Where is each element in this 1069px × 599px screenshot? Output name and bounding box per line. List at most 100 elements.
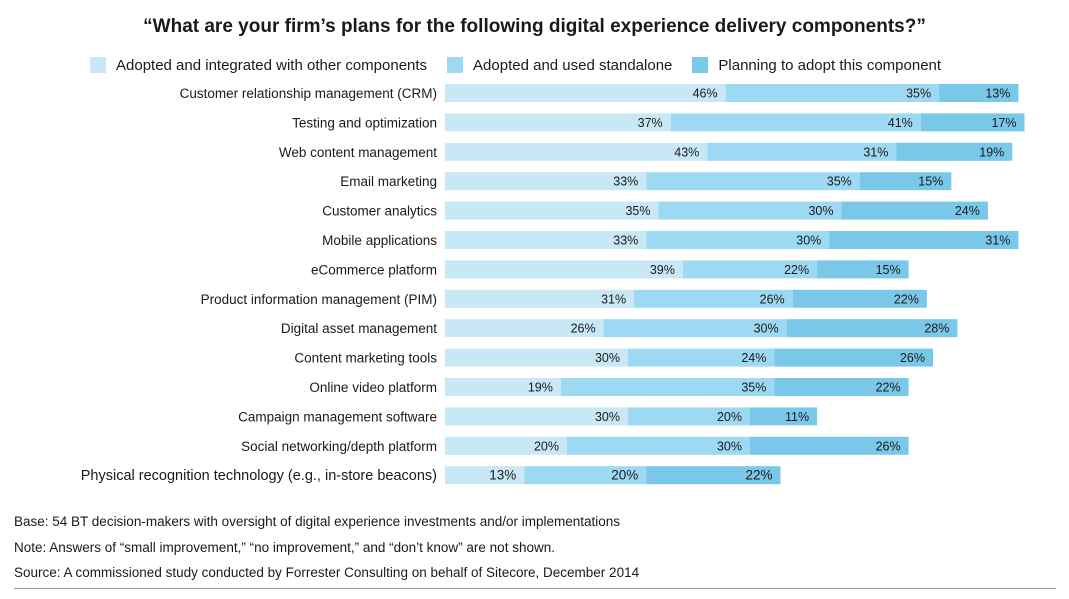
bar-segment-integrated xyxy=(445,407,628,426)
bar-value-label: 15% xyxy=(918,175,943,189)
bar-segment-planning xyxy=(841,201,988,220)
bar-value-label: 26% xyxy=(876,439,901,453)
bar-segment-standalone xyxy=(707,142,897,161)
legend-swatch-integrated xyxy=(90,57,106,73)
bar-segment-integrated xyxy=(445,172,647,191)
bar-value-label: 22% xyxy=(784,263,809,277)
bar-segment-integrated xyxy=(445,84,726,102)
legend-swatch-planning xyxy=(692,57,709,73)
bar-segment-standalone xyxy=(560,378,775,396)
bar-value-label: 22% xyxy=(876,381,901,395)
bar-segment-planning xyxy=(896,142,1013,161)
bar-value-label: 26% xyxy=(571,322,596,336)
bar-segment-standalone xyxy=(628,348,775,367)
bar-value-label: 20% xyxy=(611,468,638,483)
footnote-note: Note: Answers of “small improvement,” “n… xyxy=(14,540,555,555)
bar-value-label: 28% xyxy=(924,322,949,336)
category-label: Online video platform xyxy=(309,380,437,395)
bar-value-label: 33% xyxy=(613,234,638,248)
chart-title: “What are your firm’s plans for the foll… xyxy=(143,16,926,37)
bar-segment-planning xyxy=(792,289,927,308)
bar-value-label: 13% xyxy=(985,87,1010,101)
bar-value-label: 22% xyxy=(745,468,772,483)
bar-value-label: 20% xyxy=(717,410,742,424)
legend: Adopted and integrated with other compon… xyxy=(90,55,961,75)
bar-segment-integrated xyxy=(445,319,604,338)
category-label: Physical recognition technology (e.g., i… xyxy=(81,468,437,484)
category-label: eCommerce platform xyxy=(311,262,437,277)
legend-label-integrated: Adopted and integrated with other compon… xyxy=(116,56,428,74)
bar-value-label: 35% xyxy=(906,87,931,101)
bar-value-label: 11% xyxy=(785,410,809,424)
category-label: Social networking/depth platform xyxy=(241,439,437,454)
bar-segment-planning xyxy=(859,172,952,191)
bar-value-label: 19% xyxy=(979,145,1004,159)
bar-value-label: 24% xyxy=(741,351,766,365)
bar-segment-planning xyxy=(774,348,933,367)
bar-segment-standalone xyxy=(628,407,750,426)
category-label: Testing and optimization xyxy=(292,115,437,130)
bar-segment-integrated xyxy=(445,466,525,485)
bar-segment-planning xyxy=(786,319,958,338)
bar-segment-integrated xyxy=(445,289,635,308)
bar-value-label: 41% xyxy=(888,116,913,130)
footnote-source: Source: A commissioned study conducted b… xyxy=(14,565,640,580)
bar-segment-planning xyxy=(817,260,909,279)
bar-value-label: 26% xyxy=(760,292,785,306)
footer-divider xyxy=(14,588,1056,589)
stacked-bar-chart: Customer relationship management (CRM) 46… xyxy=(81,84,1025,485)
category-label: Email marketing xyxy=(340,174,437,189)
footnote-base: Base: 54 BT decision-makers with oversig… xyxy=(14,514,621,529)
bar-segment-standalone xyxy=(682,260,818,279)
bar-value-label: 43% xyxy=(674,145,699,159)
bar-segment-integrated xyxy=(445,113,671,132)
legend-item-planning: Planning to adopt this component xyxy=(692,57,941,74)
bar-value-label: 35% xyxy=(741,381,766,395)
legend-item-standalone: Adopted and used standalone xyxy=(447,57,672,74)
bar-value-label: 30% xyxy=(754,322,779,336)
bar-segment-integrated xyxy=(445,201,659,220)
bar-segment-standalone xyxy=(670,113,921,132)
bar-segment-standalone xyxy=(658,201,842,220)
bar-value-label: 33% xyxy=(613,175,638,189)
legend-item-integrated: Adopted and integrated with other compon… xyxy=(90,57,427,74)
bar-segment-planning xyxy=(939,84,1019,102)
bar-segment-standalone xyxy=(634,289,793,308)
bar-value-label: 30% xyxy=(796,234,821,248)
bar-segment-integrated xyxy=(445,231,647,249)
bar-value-label: 22% xyxy=(894,292,919,306)
bar-value-label: 26% xyxy=(900,351,925,365)
category-label: Content marketing tools xyxy=(294,351,437,366)
bar-value-label: 35% xyxy=(827,175,852,189)
bar-segment-integrated xyxy=(445,142,708,161)
bar-segment-standalone xyxy=(567,436,750,455)
bar-value-label: 17% xyxy=(991,116,1016,130)
category-label: Customer relationship management (CRM) xyxy=(180,86,437,101)
bar-segment-standalone xyxy=(646,172,860,191)
category-label: Mobile applications xyxy=(322,233,437,248)
category-label: Digital asset management xyxy=(281,321,437,336)
bar-segment-standalone xyxy=(725,84,940,102)
bar-segment-integrated xyxy=(445,348,628,367)
legend-label-standalone: Adopted and used standalone xyxy=(473,56,673,74)
bar-segment-planning xyxy=(774,378,909,396)
bar-segment-standalone xyxy=(603,319,787,338)
bar-value-label: 13% xyxy=(489,468,516,483)
bar-value-label: 39% xyxy=(650,263,675,277)
bar-segment-planning xyxy=(646,466,781,485)
category-label: Web content management xyxy=(279,145,437,160)
bar-value-label: 19% xyxy=(528,381,553,395)
bar-segment-planning xyxy=(920,113,1025,132)
bar-segment-integrated xyxy=(445,436,567,455)
bar-value-label: 20% xyxy=(534,439,559,453)
bar-segment-planning xyxy=(829,231,1019,249)
bar-value-label: 30% xyxy=(808,204,833,218)
bar-segment-standalone xyxy=(524,466,647,485)
category-label: Customer analytics xyxy=(322,204,437,219)
bar-value-label: 30% xyxy=(595,351,620,365)
bar-value-label: 30% xyxy=(717,439,742,453)
bar-value-label: 31% xyxy=(601,292,626,306)
bar-value-label: 31% xyxy=(985,234,1010,248)
legend-label-planning: Planning to adopt this component xyxy=(718,56,942,74)
bar-value-label: 24% xyxy=(955,204,980,218)
